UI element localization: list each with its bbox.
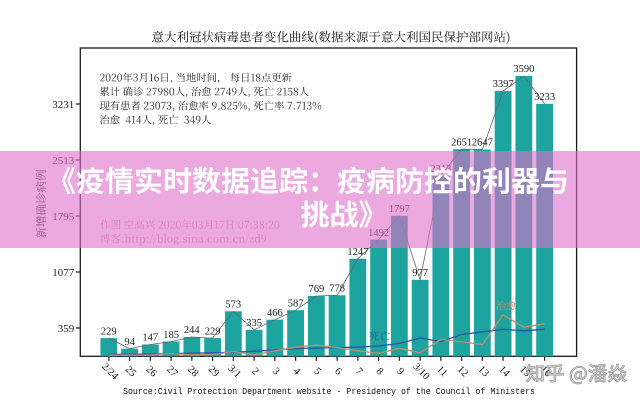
svg-text:335: 335 bbox=[246, 318, 262, 329]
svg-text:3: 3 bbox=[270, 366, 281, 377]
svg-text:185: 185 bbox=[163, 330, 179, 341]
svg-text:1077: 1077 bbox=[52, 267, 75, 279]
svg-text:2647: 2647 bbox=[472, 138, 493, 149]
svg-text:1247: 1247 bbox=[347, 247, 368, 258]
svg-text:573: 573 bbox=[225, 300, 241, 311]
svg-text:94: 94 bbox=[124, 337, 135, 348]
svg-text:466: 466 bbox=[267, 308, 283, 319]
svg-text:3233: 3233 bbox=[534, 92, 555, 103]
svg-text:769: 769 bbox=[309, 284, 325, 295]
svg-text:2: 2 bbox=[249, 366, 260, 377]
svg-text:3590: 3590 bbox=[513, 64, 534, 75]
svg-text:7: 7 bbox=[353, 366, 364, 377]
svg-text:229: 229 bbox=[101, 326, 117, 337]
svg-text:778: 778 bbox=[329, 284, 345, 295]
svg-text:8: 8 bbox=[374, 366, 385, 377]
svg-text:5: 5 bbox=[311, 366, 322, 377]
svg-text:Source:Civil Protection Depart: Source:Civil Protection Department websi… bbox=[123, 386, 535, 397]
svg-text:244: 244 bbox=[184, 325, 201, 336]
svg-text:2651: 2651 bbox=[451, 137, 472, 148]
svg-text:6: 6 bbox=[332, 366, 343, 377]
svg-text:229: 229 bbox=[205, 326, 221, 337]
svg-text:977: 977 bbox=[412, 268, 428, 279]
svg-text:147: 147 bbox=[142, 333, 158, 344]
svg-text:359: 359 bbox=[58, 323, 75, 335]
svg-text:9: 9 bbox=[394, 366, 405, 377]
svg-text:587: 587 bbox=[288, 298, 304, 309]
svg-text:3397: 3397 bbox=[493, 79, 514, 90]
svg-text:3231: 3231 bbox=[52, 99, 74, 111]
